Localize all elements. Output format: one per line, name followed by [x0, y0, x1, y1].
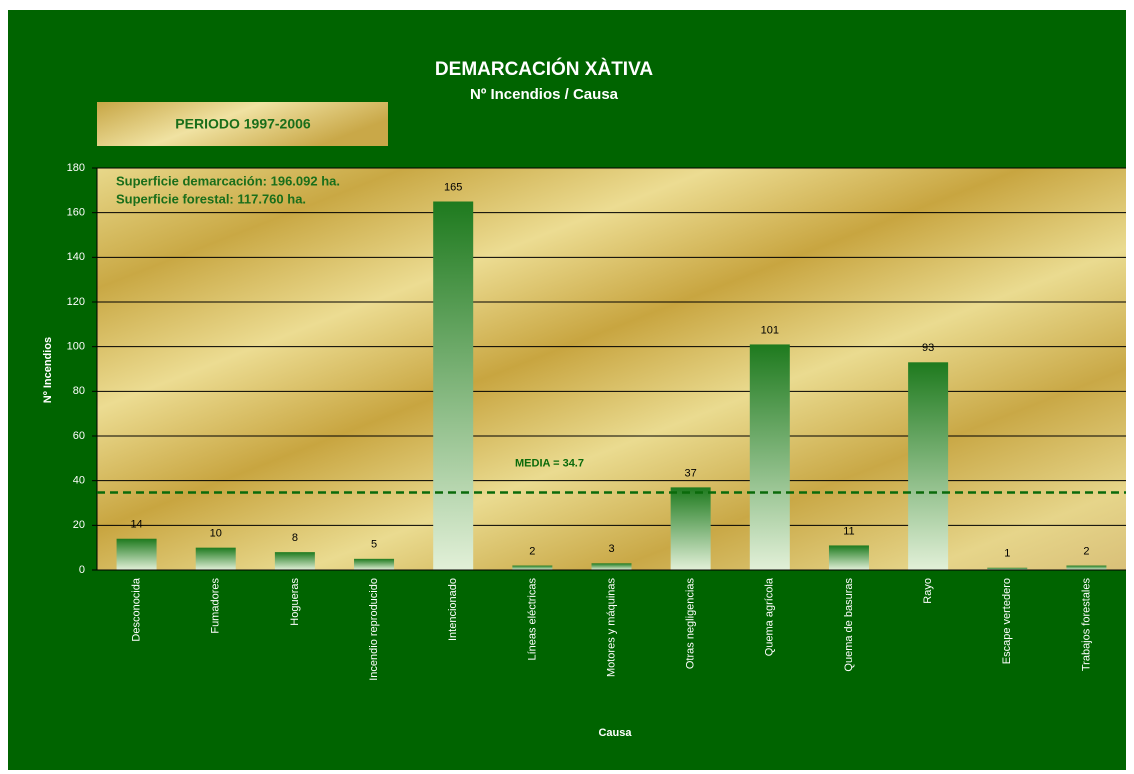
- y-tick-label: 20: [73, 519, 85, 531]
- x-tick-label: Quema de basuras: [843, 578, 855, 672]
- x-tick-label: Intencionado: [447, 578, 459, 641]
- bar: [749, 344, 790, 570]
- value-label: 8: [292, 532, 298, 544]
- x-tick-label: Hogueras: [289, 578, 301, 626]
- x-tick-label: Otras negligencias: [685, 578, 697, 670]
- value-label: 3: [608, 543, 614, 555]
- chart-title: DEMARCACIÓN XÀTIVA: [435, 58, 653, 80]
- x-tick-label: Desconocida: [130, 577, 142, 641]
- y-tick-label: 160: [67, 207, 85, 219]
- chart-subtitle: Nº Incendios / Causa: [470, 86, 619, 103]
- plot-area: [97, 168, 1126, 570]
- value-label: 1: [1004, 548, 1010, 560]
- y-tick-label: 100: [67, 341, 85, 353]
- y-tick-label: 60: [73, 430, 85, 442]
- value-label: 2: [529, 545, 535, 557]
- annotation: Superficie forestal: 117.760 ha.: [116, 191, 306, 206]
- value-label: 93: [922, 342, 934, 354]
- bar: [433, 201, 474, 570]
- period-label: PERIODO 1997-2006: [175, 116, 311, 132]
- x-tick-label: Rayo: [922, 578, 934, 604]
- bar: [987, 567, 1028, 570]
- value-label: 165: [444, 181, 462, 193]
- x-tick-label: Trabajos forestales: [1080, 578, 1092, 672]
- bar: [354, 558, 395, 570]
- bar: [591, 563, 632, 570]
- bar: [512, 565, 553, 570]
- bar: [1066, 565, 1107, 570]
- y-tick-label: 180: [67, 162, 85, 174]
- period-box: [97, 102, 388, 146]
- x-tick-label: Quema agrícola: [764, 577, 776, 656]
- x-tick-label: Incendio reproducido: [368, 578, 380, 681]
- y-tick-label: 40: [73, 475, 85, 487]
- value-label: 37: [685, 467, 697, 479]
- y-tick-label: 140: [67, 251, 85, 263]
- value-label: 10: [210, 528, 222, 540]
- value-label: 2: [1083, 545, 1089, 557]
- x-tick-label: Fumadores: [210, 578, 222, 634]
- value-label: 14: [130, 519, 142, 531]
- bar: [195, 547, 236, 570]
- bar: [116, 538, 157, 570]
- bar: [274, 552, 315, 570]
- bar: [908, 362, 949, 570]
- x-tick-label: Líneas eléctricas: [526, 578, 538, 661]
- y-tick-label: 0: [79, 564, 85, 576]
- x-tick-label: Motores y máquinas: [605, 578, 617, 678]
- x-axis-label: Causa: [598, 727, 632, 739]
- y-axis-label: Nº Incendios: [42, 337, 54, 403]
- x-tick-label: Escape vertedero: [1001, 578, 1013, 664]
- value-label: 11: [843, 525, 854, 537]
- y-tick-label: 120: [67, 296, 85, 308]
- annotation: Superficie demarcación: 196.092 ha.: [116, 173, 340, 188]
- value-label: 101: [761, 324, 779, 336]
- mean-label: MEDIA = 34.7: [515, 457, 584, 469]
- y-tick-label: 80: [73, 385, 85, 397]
- bar: [670, 487, 711, 570]
- value-label: 5: [371, 539, 377, 551]
- bar: [828, 545, 869, 570]
